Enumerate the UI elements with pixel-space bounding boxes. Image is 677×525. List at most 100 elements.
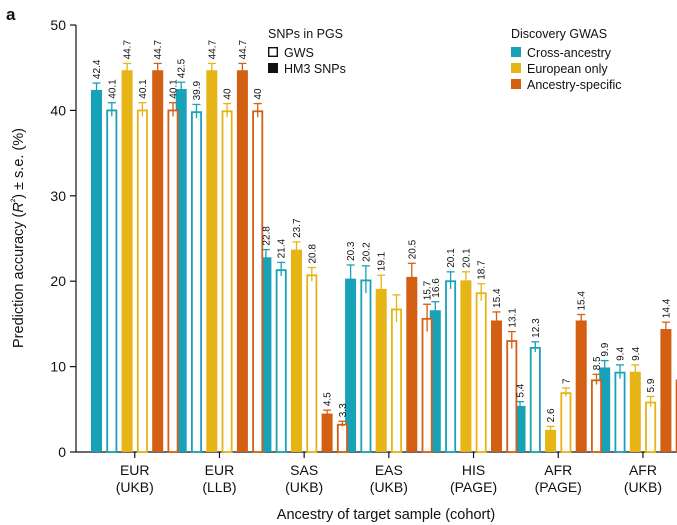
- bar: [152, 70, 164, 453]
- bar: [591, 379, 603, 453]
- value-label: 40.1: [107, 79, 118, 99]
- bar: [336, 423, 348, 453]
- bar: [275, 269, 287, 453]
- bar: [345, 278, 357, 452]
- value-label: 22.8: [261, 226, 272, 246]
- bar: [206, 70, 218, 453]
- value-label: 15.4: [492, 288, 503, 308]
- x-category-sublabel: (UKB): [285, 479, 323, 495]
- x-category-label: SAS: [290, 462, 318, 478]
- bar: [599, 367, 611, 452]
- value-label: 7: [561, 378, 572, 384]
- value-label: 13.1: [507, 308, 518, 328]
- value-label: 20.1: [461, 248, 472, 268]
- y-tick-label: 50: [50, 17, 66, 33]
- legend-swatch-filled: [268, 63, 278, 73]
- value-label: 21.4: [277, 239, 288, 259]
- value-label: 12.3: [531, 318, 542, 338]
- value-label: 20.3: [346, 241, 357, 261]
- bar: [306, 274, 318, 453]
- bar: [445, 280, 457, 453]
- bar: [375, 288, 387, 452]
- value-label: 18.7: [477, 260, 488, 280]
- value-label: 19.1: [377, 251, 388, 271]
- x-category-label: AFR: [544, 462, 572, 478]
- bar: [529, 346, 541, 453]
- bar: [645, 401, 657, 453]
- panel-letter: a: [6, 5, 16, 24]
- bar: [390, 308, 402, 453]
- value-label: 42.5: [177, 58, 188, 78]
- x-axis-title: Ancestry of target sample (cohort): [277, 507, 495, 523]
- y-tick-label: 20: [50, 273, 66, 289]
- bar: [660, 329, 672, 452]
- bar: [121, 70, 133, 453]
- bar: [560, 392, 572, 453]
- value-label: 20.1: [446, 248, 457, 268]
- value-label: 9.4: [631, 347, 642, 361]
- bar: [167, 109, 179, 453]
- y-tick-label: 0: [58, 444, 66, 460]
- axes: 0 10 20 30 40 50 Prediction accuracy (R²) ± s.…: [10, 17, 676, 495]
- value-label: 40: [253, 88, 264, 100]
- bar: [421, 317, 433, 453]
- bar: [475, 292, 487, 453]
- value-label: 8.5: [592, 356, 603, 370]
- gwas-legend-title: Discovery GWAS: [511, 27, 607, 41]
- value-label: 44.7: [153, 40, 164, 60]
- legend-swatch-open: [268, 47, 279, 58]
- value-label: 20.2: [361, 242, 372, 262]
- legend-label: Ancestry-specific: [527, 78, 621, 92]
- bar: [106, 109, 118, 453]
- bar: [491, 320, 502, 452]
- legend-swatch: [511, 79, 521, 89]
- bar: [629, 371, 641, 452]
- value-label: 4.5: [323, 392, 334, 406]
- value-label: 39.9: [192, 81, 203, 101]
- bar: [575, 320, 587, 452]
- x-category-sublabel: (UKB): [116, 479, 154, 495]
- x-category-sublabel: (LLB): [202, 479, 236, 495]
- value-labels: 42.4 42.5 22.8 20.3 16.6 5.4 9.9 40.1 39.9 21.4 20…: [92, 40, 677, 423]
- bar: [321, 413, 333, 452]
- x-category-label: HIS: [462, 462, 485, 478]
- value-label: 15.7: [423, 280, 434, 300]
- bar: [236, 70, 248, 453]
- bar: [252, 110, 264, 453]
- value-label: 40: [223, 88, 234, 100]
- bars: [91, 62, 677, 453]
- value-label: 9.9: [600, 342, 611, 356]
- y-axis-title: Prediction accuracy (R²) ± s.e. (%): [10, 128, 28, 348]
- x-category-label: EUR: [205, 462, 235, 478]
- bar: [514, 405, 526, 452]
- value-label: 16.6: [431, 278, 442, 298]
- bar: [291, 249, 302, 452]
- value-label: 44.7: [207, 40, 218, 60]
- y-tick-label: 10: [50, 359, 66, 375]
- y-tick-label: 30: [50, 188, 66, 204]
- value-label: 14.4: [661, 298, 672, 318]
- bar: [190, 111, 202, 453]
- legend-label: HM3 SNPs: [284, 62, 346, 76]
- legend-label: Cross-ancestry: [527, 46, 612, 60]
- snp-legend-title: SNPs in PGS: [268, 27, 343, 41]
- value-label: 44.7: [238, 40, 249, 60]
- value-label: 23.7: [292, 218, 303, 238]
- legend-swatch: [511, 63, 521, 73]
- value-label: 42.4: [92, 59, 103, 79]
- value-label: 2.6: [546, 408, 557, 422]
- value-label: 5.9: [646, 378, 657, 392]
- value-label: 20.8: [307, 244, 318, 264]
- bar: [545, 429, 557, 452]
- x-category-label: EAS: [375, 462, 403, 478]
- bar: [614, 371, 626, 453]
- x-category-sublabel: (UKB): [370, 479, 408, 495]
- bar: [136, 109, 148, 453]
- bar: [406, 276, 418, 452]
- bar: [91, 89, 102, 453]
- legends: SNPs in PGS GWS HM3 SNPs Discovery GWAS Cros…: [268, 27, 621, 92]
- bar: [429, 310, 441, 452]
- bar: [175, 89, 187, 453]
- value-label: 5.4: [516, 383, 527, 397]
